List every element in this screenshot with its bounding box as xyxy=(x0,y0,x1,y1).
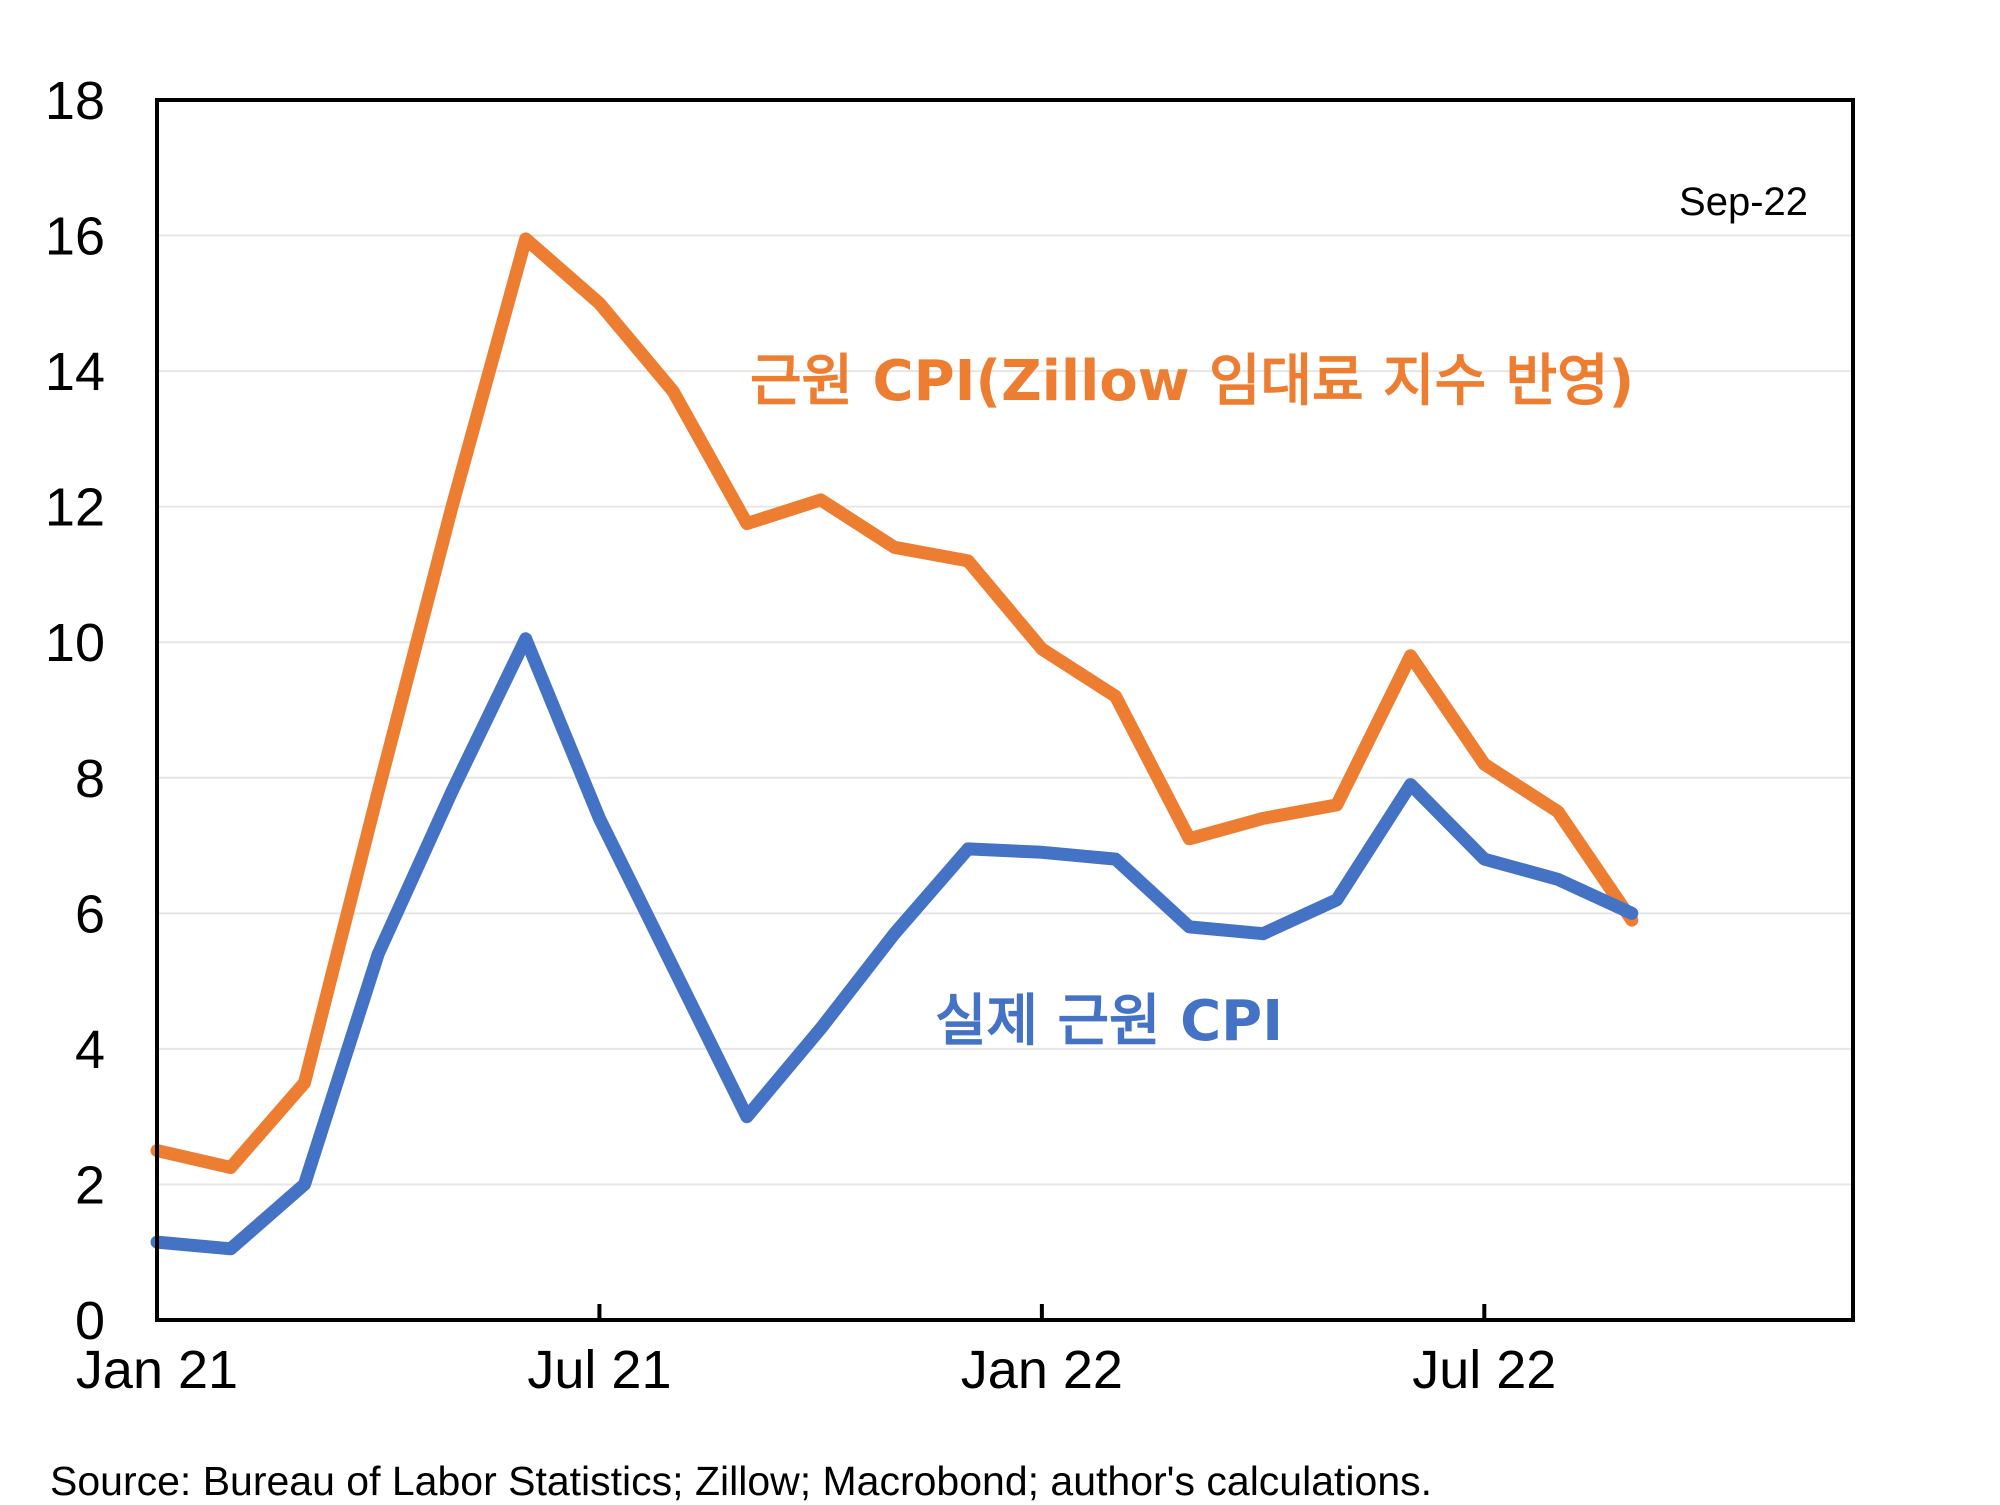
x-tick-label: Jan 22 xyxy=(961,1340,1123,1400)
y-tick-label: 18 xyxy=(45,71,105,131)
y-tick-label: 10 xyxy=(45,613,105,673)
plot-frame xyxy=(155,98,1855,1322)
x-tick-label: Jul 22 xyxy=(1412,1340,1556,1400)
series-label-actual-core-cpi: 실제 근원 CPI xyxy=(935,989,1283,1054)
y-tick-label: 16 xyxy=(45,207,105,267)
series-line-zillow-core-cpi xyxy=(150,232,1639,1174)
y-tick-label: 8 xyxy=(75,749,105,809)
y-tick-label: 2 xyxy=(75,1155,105,1215)
y-axis: 0 2 4 6 8 10 12 14 16 18 xyxy=(45,71,105,1351)
series-label-zillow-core-cpi: 근원 CPI(Zillow 임대료 지수 반영) xyxy=(750,349,1634,414)
y-tick-label: 14 xyxy=(45,342,105,402)
series-line-actual-core-cpi xyxy=(150,632,1639,1256)
x-tick-label: Jul 21 xyxy=(527,1340,671,1400)
x-axis: Jan 21 Jul 21 Jan 22 Jul 22 xyxy=(76,1304,1556,1400)
date-annotation: Sep-22 xyxy=(1679,180,1808,224)
x-tick-label: Jan 21 xyxy=(76,1340,238,1400)
y-tick-label: 0 xyxy=(75,1291,105,1351)
source-note: Source: Bureau of Labor Statistics; Zill… xyxy=(50,1458,1433,1504)
y-tick-label: 6 xyxy=(75,884,105,944)
series-lines xyxy=(150,232,1639,1256)
y-tick-label: 4 xyxy=(75,1020,105,1080)
y-tick-label: 12 xyxy=(45,478,105,538)
